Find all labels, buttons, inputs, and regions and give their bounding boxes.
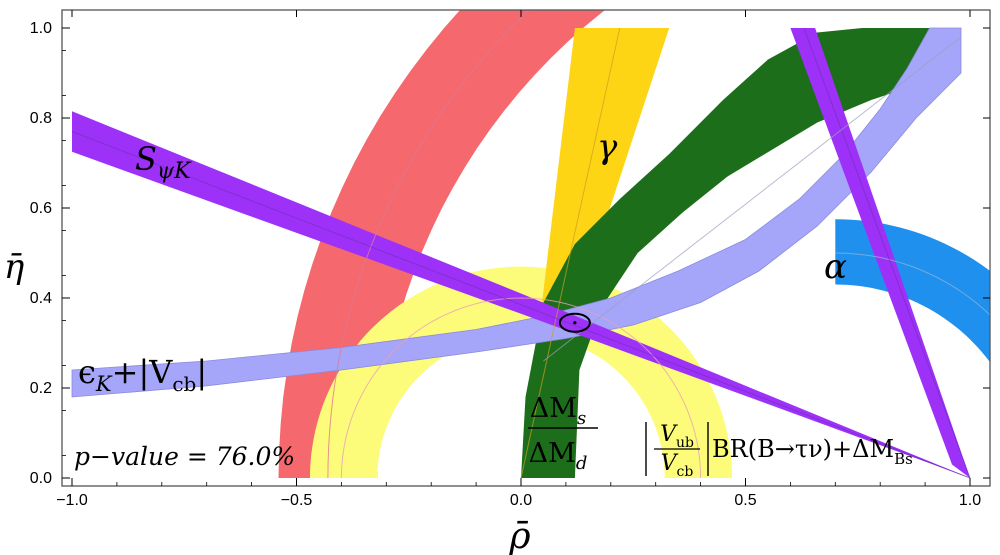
br-label: BR(B→τν)+ΔMBs xyxy=(712,435,913,468)
alpha-label: α xyxy=(824,247,847,287)
best-fit-point xyxy=(573,321,577,325)
guide-line xyxy=(71,131,971,479)
best-fit-marker xyxy=(558,312,591,333)
guide-line xyxy=(803,27,971,479)
x-tick-label: 0.0 xyxy=(510,492,532,509)
guide-curves xyxy=(71,10,990,479)
axis-titles: ρ̄ η̄ xyxy=(4,247,531,555)
dms-label-den: ΔMd xyxy=(529,438,588,474)
best-fit-ellipse xyxy=(558,312,591,333)
x-tick-label: −0.5 xyxy=(281,492,313,509)
y-tick-label: 0.4 xyxy=(30,290,52,307)
y-tick-label: 0.2 xyxy=(30,380,52,397)
region-purple-thin xyxy=(790,28,970,478)
y-tick-label: 1.0 xyxy=(30,20,52,37)
region-s-psik xyxy=(72,111,970,479)
y-tick-label: 0.6 xyxy=(30,200,52,217)
y-tick-label: 0.0 xyxy=(30,470,52,487)
x-tick-label: 0.5 xyxy=(734,492,756,509)
dms-label-num: ΔMs xyxy=(530,393,586,429)
guide-arc xyxy=(835,252,990,316)
y-axis-title: η̄ xyxy=(4,247,25,287)
guide-line xyxy=(520,27,621,479)
guide-arc xyxy=(340,297,702,479)
region-alpha xyxy=(835,219,990,363)
guide-arc xyxy=(327,10,531,479)
axis-ticks: −1.0 −0.5 0.0 0.5 1.0 0.0 0.2 0.4 0.6 0.8 1.0 xyxy=(30,10,990,509)
plot-frame xyxy=(61,9,991,487)
x-tick-label: −1.0 xyxy=(56,492,88,509)
y-tick-label: 0.8 xyxy=(30,110,52,127)
x-tick-label: 1.0 xyxy=(959,492,981,509)
region-eps-k xyxy=(71,27,962,398)
pvalue-text: p−value = 76.0% xyxy=(74,442,295,471)
x-axis-title: ρ̄ xyxy=(508,516,530,555)
constraint-regions xyxy=(71,10,990,479)
gamma-label: γ xyxy=(597,127,618,167)
guide-line xyxy=(543,36,962,362)
